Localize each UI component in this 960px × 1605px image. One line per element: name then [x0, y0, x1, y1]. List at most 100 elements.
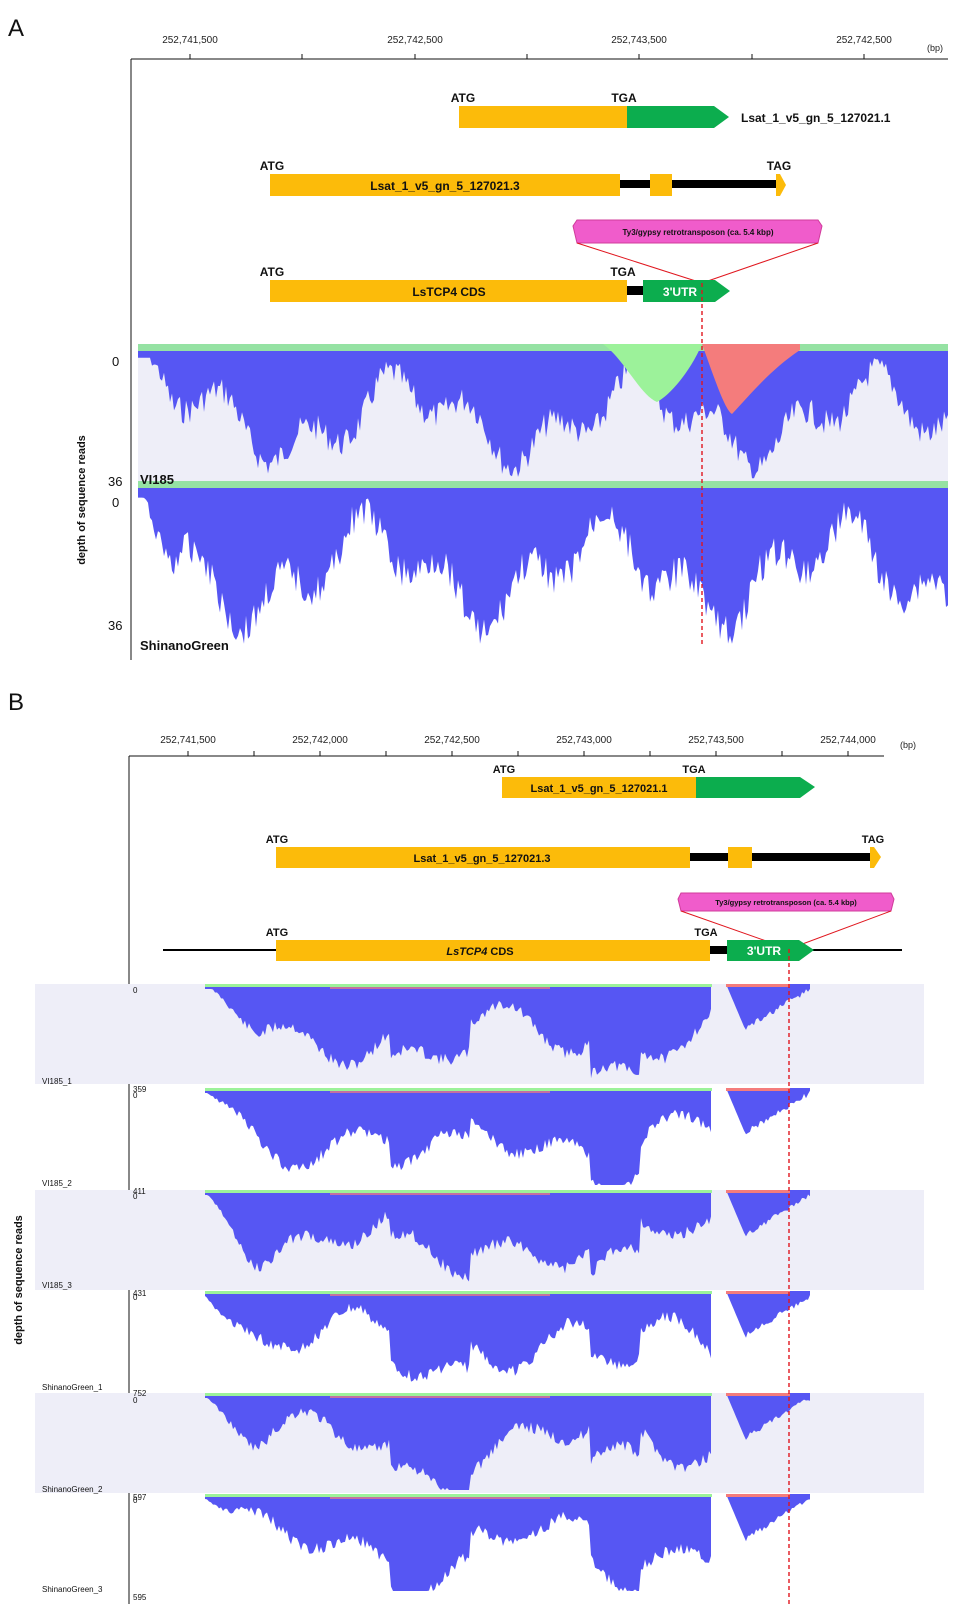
depth-top: 0 [112, 495, 119, 510]
gene-label-rest: CDS [487, 946, 513, 958]
coverage-profile [726, 1291, 810, 1338]
mismatch-band [205, 984, 712, 987]
insertion-connector [701, 242, 819, 284]
intron [627, 286, 643, 295]
utr-label: 3'UTR [747, 944, 782, 958]
depth-bottom: 359 [133, 1085, 147, 1094]
gene-model-a-2: ATG TAG Lsat_1_v5_gn_5_127021.3 [260, 159, 791, 196]
utr-label: 3'UTR [663, 285, 698, 299]
cds-exon [276, 940, 710, 961]
tick-label: 252,743,000 [556, 735, 612, 746]
coverage-profile [726, 1494, 810, 1542]
cds-exon-end [870, 847, 881, 868]
gene-label-italic: LsTCP4 [446, 946, 487, 958]
cds-exon-end [776, 174, 786, 196]
intron [752, 853, 870, 861]
mismatch-band [138, 344, 948, 351]
stop-codon: TAG [862, 834, 884, 846]
depth-bottom: 36 [108, 474, 122, 489]
stop-codon: TGA [611, 91, 637, 105]
insertion-connector [788, 910, 892, 950]
panel-b-letter: B [8, 689, 24, 716]
coverage-tracks-b [35, 984, 924, 1591]
mismatch-band [330, 987, 550, 989]
gene-model-b-1: ATG TGA Lsat_1_v5_gn_5_127021.1 [493, 764, 815, 798]
start-codon: ATG [266, 834, 288, 846]
coverage-tracks-a [138, 344, 948, 647]
gene-label: Lsat_1_v5_gn_5_127021.1 [531, 783, 668, 795]
coverage-profile [205, 984, 711, 1079]
start-codon: ATG [451, 91, 475, 105]
cds-exon [728, 847, 752, 868]
transposon-label: Ty3/gypsy retrotransposon (ca. 5.4 kbp) [715, 898, 857, 907]
gene-label: Lsat_1_v5_gn_5_127021.1 [741, 111, 891, 125]
axis-a-ticks [189, 54, 865, 59]
depth-top: 0 [133, 986, 138, 995]
coverage-profile [138, 481, 948, 644]
sample-label: ShinanoGreen_2 [42, 1485, 103, 1494]
stop-codon: TGA [610, 265, 636, 279]
cds-exon [270, 280, 627, 302]
tick-label: 252,742,500 [836, 35, 892, 46]
gene-label: LsTCP4 CDS [412, 285, 485, 299]
depth-bottom: 597 [133, 1493, 147, 1502]
tick-label: 252,743,500 [688, 735, 744, 746]
depth-top: 0 [133, 1091, 138, 1100]
start-codon: ATG [266, 927, 288, 939]
mismatch-band [330, 1497, 550, 1499]
y-axis-label: depth of sequence reads [13, 1215, 25, 1345]
sample-label: VI185 [140, 472, 174, 487]
intron [620, 180, 650, 188]
coverage-profile [205, 1190, 711, 1282]
cds-exon [276, 847, 690, 868]
track-labels-b: 0 359 VI185_1 0 411 VI185_2 0 431 VI185_… [42, 986, 147, 1602]
mismatch-band [330, 1396, 550, 1398]
intron [672, 180, 776, 188]
sample-label: VI185_3 [42, 1281, 72, 1290]
y-axis-label: depth of sequence reads [76, 435, 88, 565]
panel-b: B 252,741,500 252,742,000 252,742,500 25… [8, 689, 924, 1604]
tick-label: 252,743,500 [611, 35, 667, 46]
mismatch-band [330, 1193, 550, 1195]
tick-label: 252,744,000 [820, 735, 876, 746]
insertion-callout-a: Ty3/gypsy retrotransposon (ca. 5.4 kbp) [572, 219, 823, 284]
depth-top: 0 [133, 1396, 138, 1405]
gene-model-a-3: ATG TGA LsTCP4 CDS 3'UTR [260, 265, 730, 302]
panel-a-letter: A [8, 15, 24, 42]
coverage-profile [205, 1494, 711, 1591]
insertion-callout-b: Ty3/gypsy retrotransposon (ca. 5.4 kbp) [677, 892, 895, 950]
coverage-profile [726, 1088, 810, 1135]
mismatch-band [726, 984, 790, 987]
tick-label: 252,742,500 [424, 735, 480, 746]
cds-exon [502, 777, 696, 798]
start-codon: ATG [493, 764, 515, 776]
tick-label: 252,741,500 [162, 35, 218, 46]
depth-top: 0 [112, 354, 119, 369]
depth-top: 0 [133, 1192, 138, 1201]
coverage-profile [205, 1088, 711, 1185]
gene-label: Lsat_1_v5_gn_5_127021.3 [370, 179, 520, 193]
cds-exon [459, 106, 627, 128]
mismatch-band [726, 1494, 790, 1497]
sample-label: VI185_2 [42, 1179, 72, 1188]
depth-bottom: 595 [133, 1593, 147, 1602]
coverage-profile [205, 1291, 711, 1382]
gene-label: Lsat_1_v5_gn_5_127021.3 [414, 853, 551, 865]
tick-label: 252,741,500 [160, 735, 216, 746]
mismatch-band [726, 1291, 790, 1294]
transposon-label: Ty3/gypsy retrotransposon (ca. 5.4 kbp) [622, 228, 773, 237]
sample-label: ShinanoGreen_3 [42, 1585, 103, 1594]
depth-bottom: 431 [133, 1289, 147, 1298]
gene-model-a-1: ATG TGA Lsat_1_v5_gn_5_127021.1 [451, 91, 891, 128]
mismatch-band [138, 481, 948, 488]
cds-exon [270, 174, 620, 196]
mismatch-band [205, 1291, 712, 1294]
depth-top: 0 [133, 1293, 138, 1302]
sample-label: ShinanoGreen_1 [42, 1383, 103, 1392]
axis-unit: (bp) [900, 740, 916, 750]
gene-model-b-2: ATG TAG Lsat_1_v5_gn_5_127021.3 [266, 834, 884, 868]
coverage-profile [726, 984, 810, 1030]
depth-bottom: 752 [133, 1389, 147, 1398]
mismatch-region [603, 344, 702, 402]
depth-bottom: 411 [133, 1187, 146, 1196]
